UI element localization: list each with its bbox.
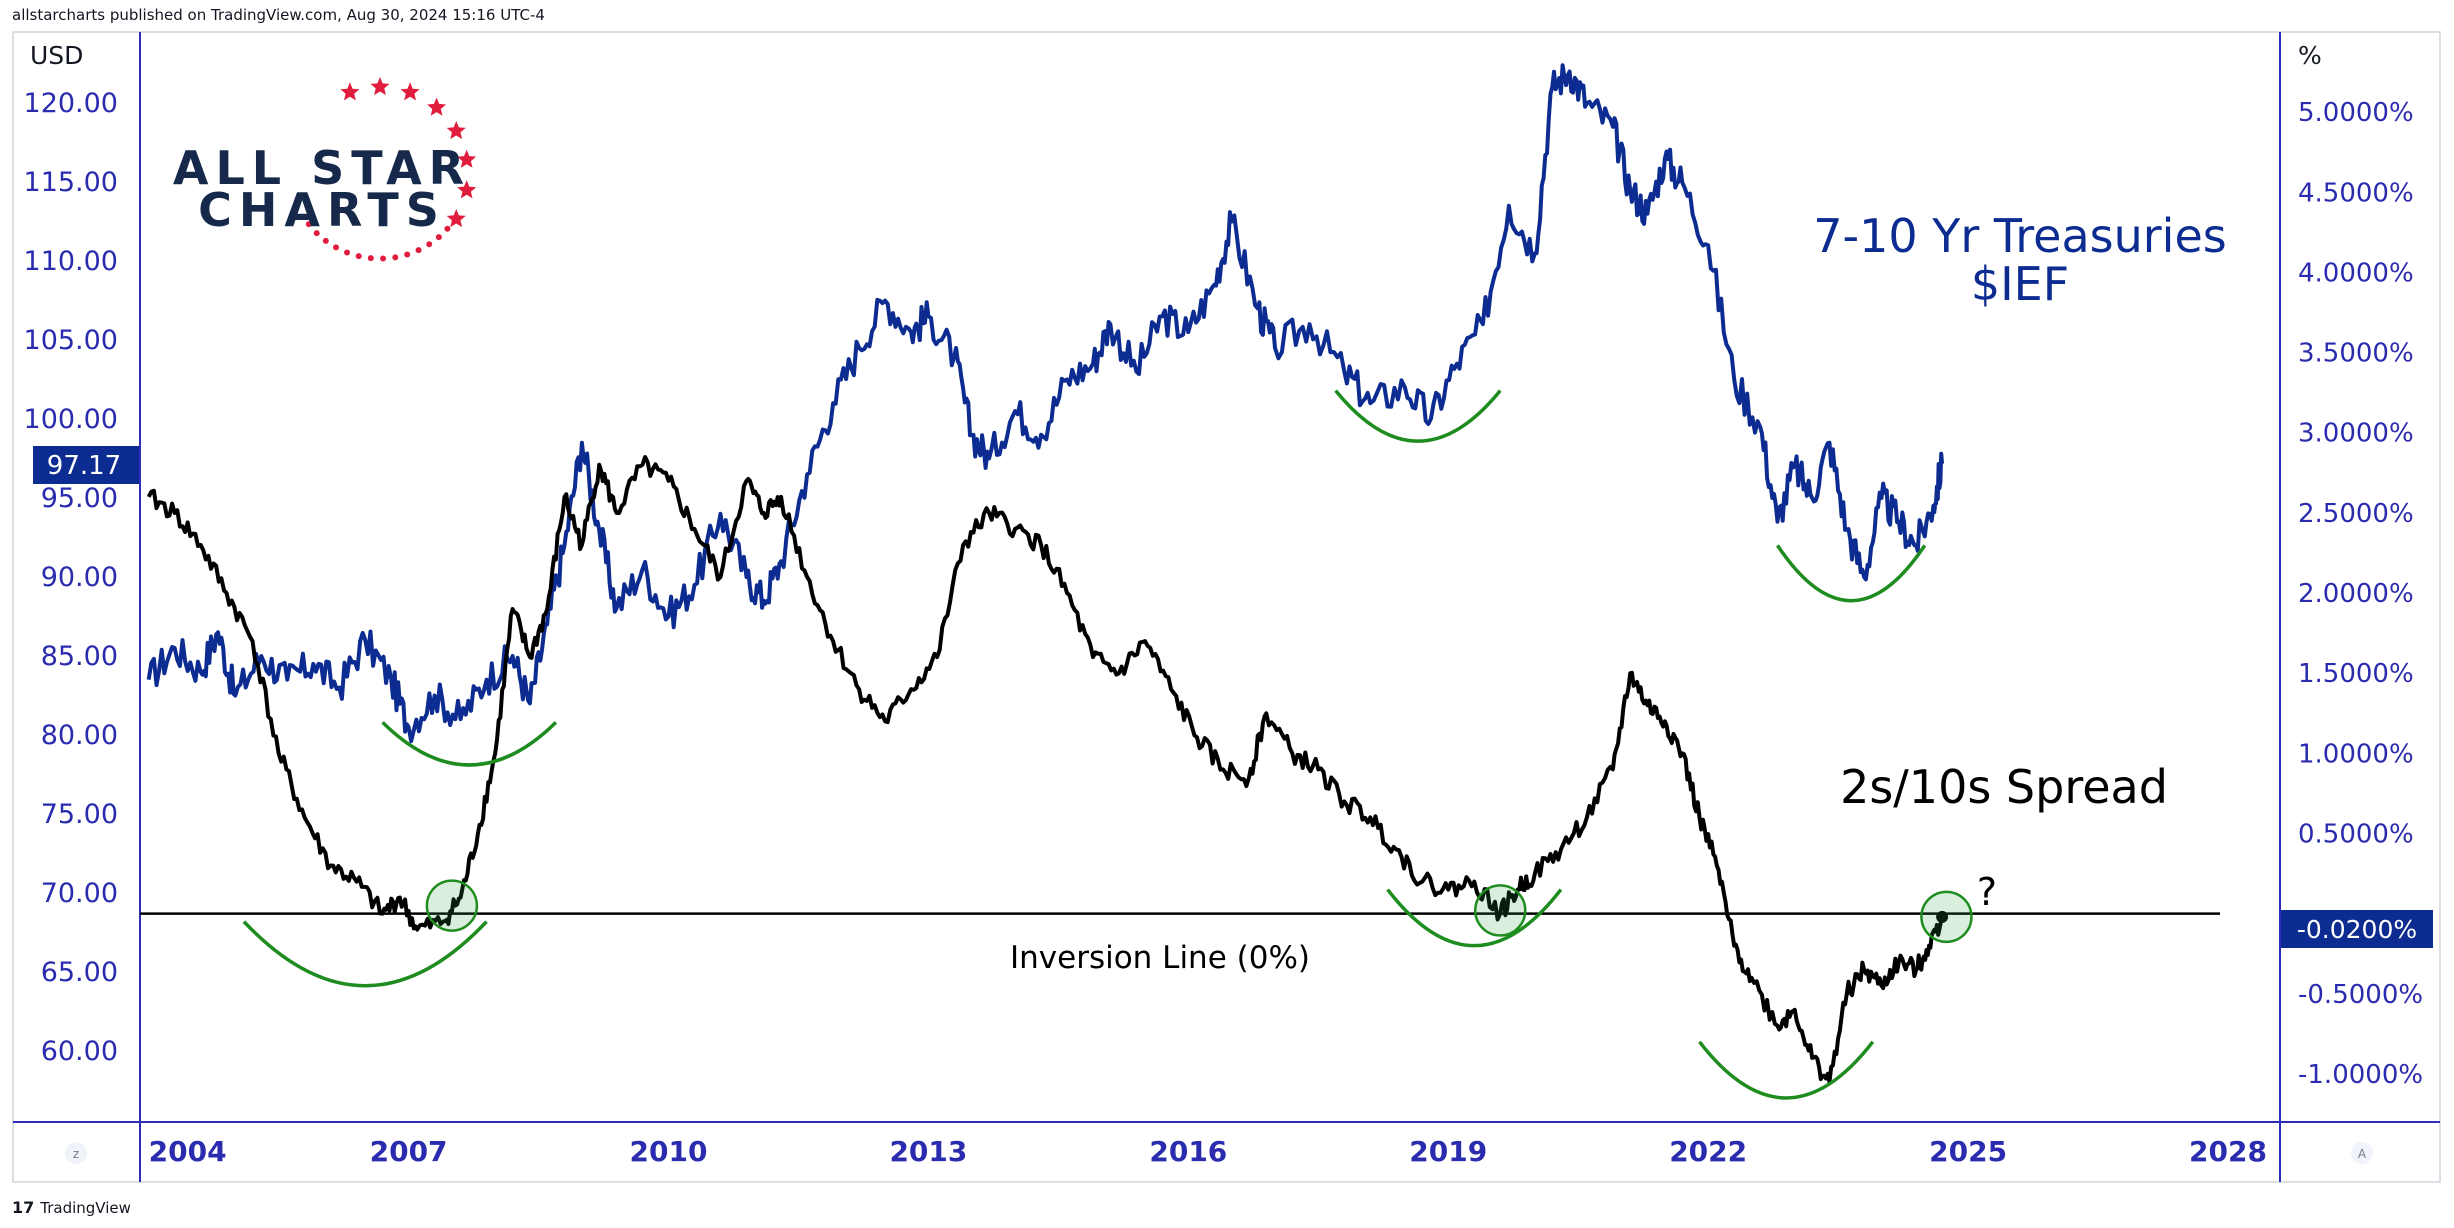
logo-dot [344, 249, 351, 256]
left-tick-label: 75.00 [41, 799, 118, 830]
right-tick-label: -0.5000% [2298, 980, 2423, 1010]
ief-series-line [146, 63, 1945, 744]
logo-dot [392, 254, 399, 261]
left-tick-label: 105.00 [24, 325, 118, 356]
left-tick-label: 60.00 [41, 1036, 118, 1067]
left-tick-label: 100.00 [24, 404, 118, 435]
x-axis-ticks: 2004 2007 2010 2013 2016 2019 2022 2025 2028 [149, 1135, 2267, 1168]
highlight-circle [425, 879, 479, 932]
logo-stars [305, 77, 477, 262]
left-tick-label: 120.00 [24, 88, 118, 119]
logo-dot [426, 241, 433, 248]
logo-star-icon [446, 121, 466, 140]
bottom-arc [1776, 544, 1927, 603]
x-tick-label: 2010 [630, 1135, 708, 1168]
right-tick-label: 4.5000% [2298, 178, 2414, 208]
bottom-arc [1698, 1040, 1875, 1100]
all-star-charts-logo: ALL STAR CHARTS [173, 77, 477, 262]
right-price-badge [2281, 910, 2433, 948]
logo-dot [380, 255, 387, 262]
logo-star-icon [400, 82, 420, 101]
x-tick-label: 2016 [1149, 1135, 1227, 1168]
left-tick-label: 70.00 [41, 878, 118, 909]
right-tick-label: 5.0000% [2298, 98, 2414, 128]
inversion-label: Inversion Line (0%) [1010, 940, 1310, 976]
tradingview-logo-icon: 17 [12, 1198, 35, 1217]
x-tick-label: 2025 [1929, 1135, 2007, 1168]
right-axis-unit: % [2298, 41, 2322, 70]
log-scale-toggle-label: z [73, 1147, 79, 1161]
logo-dot [333, 244, 339, 251]
logo-star-icon [340, 82, 360, 101]
left-tick-label: 95.00 [41, 483, 118, 514]
bottom-arc [381, 721, 558, 767]
left-tick-label: 90.00 [41, 562, 118, 593]
tradingview-brand: TradingView [40, 1198, 131, 1217]
logo-star-icon [446, 209, 466, 228]
x-tick-label: 2004 [149, 1135, 227, 1168]
spread-label: 2s/10s Spread [1840, 760, 2168, 814]
ief-label-line2: $IEF [1971, 257, 2069, 311]
tradingview-footer: 17 TradingView [12, 1198, 131, 1217]
logo-star-icon [427, 97, 447, 116]
logo-dot [367, 255, 374, 262]
right-price-badge-text: -0.0200% [2297, 915, 2417, 944]
x-tick-label: 2019 [1409, 1135, 1487, 1168]
series-layer [146, 63, 1949, 1084]
left-price-badge-text: 97.17 [47, 451, 121, 481]
left-axis-unit: USD [30, 41, 83, 70]
spread-series-line [146, 455, 1945, 1084]
logo-dot [444, 225, 451, 232]
arc-layer [242, 389, 1973, 1100]
auto-scale-toggle[interactable] [2351, 1142, 2373, 1164]
left-tick-label: 110.00 [24, 246, 118, 277]
x-tick-label: 2022 [1669, 1135, 1747, 1168]
bottom-arc [242, 920, 488, 988]
highlight-circle [1920, 890, 1973, 944]
logo-star-icon [457, 180, 477, 199]
right-tick-label: 4.0000% [2298, 258, 2414, 288]
right-axis-ticks: 5.0000% 4.5000% 4.0000% 3.5000% 3.0000% 2.500… [2298, 98, 2423, 1090]
auto-scale-toggle-label: A [2358, 1147, 2367, 1161]
x-tick-label: 2013 [889, 1135, 967, 1168]
right-tick-label: 2.0000% [2298, 579, 2414, 609]
bottom-arc [1386, 888, 1563, 948]
left-axis-ticks: 120.00 115.00 110.00 105.00 100.00 95.00 90.00… [24, 88, 118, 1067]
right-tick-label: -1.0000% [2298, 1060, 2423, 1090]
logo-line2: CHARTS [198, 183, 446, 237]
left-tick-label: 115.00 [24, 167, 118, 198]
logo-dot [355, 253, 362, 260]
logo-star-icon [370, 77, 390, 96]
question-mark: ? [1977, 870, 1997, 914]
left-price-badge [33, 446, 139, 484]
logo-line1: ALL STAR [173, 141, 471, 195]
logo-dot [404, 251, 411, 258]
spread-last-point [1936, 910, 1949, 923]
logo-dot [322, 237, 329, 244]
logo-star-icon [457, 149, 477, 168]
x-tick-label: 2028 [2189, 1135, 2267, 1168]
left-tick-label: 65.00 [41, 957, 118, 988]
highlight-circle [1473, 884, 1527, 937]
logo-dot [305, 221, 312, 228]
x-tick-label: 2007 [370, 1135, 448, 1168]
right-tick-label: 3.0000% [2298, 419, 2414, 449]
log-scale-toggle[interactable] [65, 1142, 87, 1164]
right-tick-label: 1.0000% [2298, 739, 2414, 769]
right-tick-label: 2.5000% [2298, 499, 2414, 529]
right-tick-label: 1.5000% [2298, 659, 2414, 689]
logo-dot [415, 247, 422, 254]
right-tick-label: 0.5000% [2298, 819, 2414, 849]
published-note: allstarcharts published on TradingView.c… [12, 6, 545, 24]
chart-frame [12, 31, 2441, 1183]
left-tick-label: 80.00 [41, 720, 118, 751]
right-tick-label: 3.5000% [2298, 339, 2414, 369]
bottom-arc [1334, 389, 1502, 443]
logo-dot [435, 234, 442, 241]
logo-dot [313, 230, 320, 237]
left-tick-label: 85.00 [41, 641, 118, 672]
ief-label-line1: 7-10 Yr Treasuries [1813, 209, 2226, 263]
